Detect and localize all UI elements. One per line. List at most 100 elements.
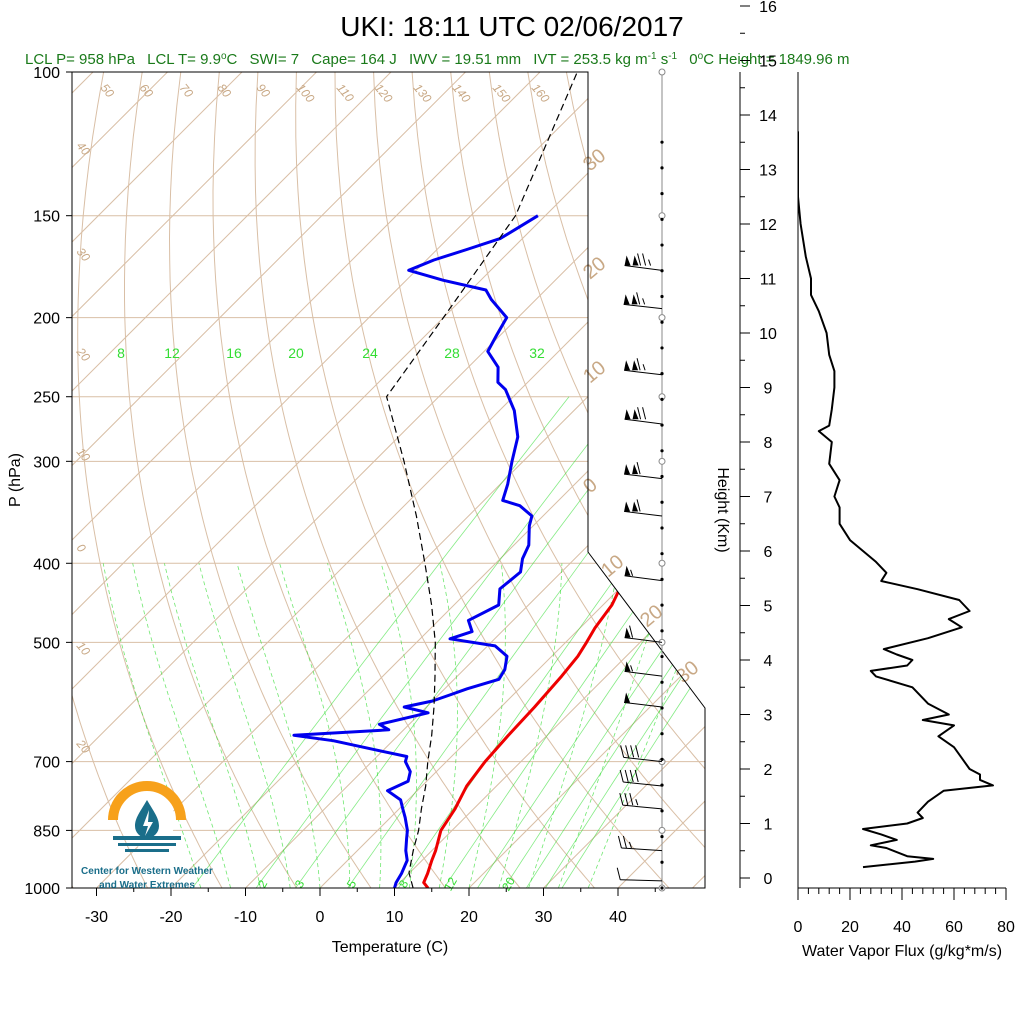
dry-adiabat-line (913, 72, 1024, 905)
pressure-tick-label: 850 (33, 823, 60, 840)
logo-wave-3 (125, 849, 169, 852)
wind-barb-full (630, 745, 635, 758)
dry-adiabat-line (952, 72, 1024, 905)
wind-barb-flag (624, 255, 631, 266)
wind-barb-flag (624, 360, 631, 371)
height-tick-label: 2 (764, 762, 773, 779)
dry-adiabat-line (681, 72, 705, 888)
iwv-value: IWV = 19.51 mm (409, 51, 521, 68)
mixing-ratio-label: 24 (362, 345, 378, 361)
isotherm-line (767, 72, 1024, 888)
theta-label: 30 (672, 657, 703, 688)
dry-adiabat-line (643, 72, 705, 888)
barb-station-dot (660, 526, 664, 530)
pressure-tick-label: 500 (33, 635, 60, 652)
wind-barb (624, 461, 663, 480)
barb-station-dot (660, 552, 664, 556)
wind-barb-staff (623, 756, 663, 763)
barb-station-dot (660, 294, 664, 299)
logo-wave-2 (118, 843, 176, 846)
isotherm-line (543, 72, 705, 888)
wind-barb-full (636, 358, 641, 371)
wind-barb-flag (632, 360, 639, 371)
wind-barb-flag (632, 464, 639, 475)
height-tick-label: 8 (764, 435, 773, 452)
wind-barb-full (636, 461, 641, 475)
temperature-axis-label: Temperature (C) (332, 939, 448, 956)
dry-adiabat-line (527, 72, 705, 888)
dewpoint-line (292, 214, 539, 888)
flux-axis: 0 20 40 60 80 (794, 72, 1015, 936)
wind-barb-full (629, 793, 634, 806)
wind-barb-half (648, 259, 652, 266)
wind-barb (623, 292, 663, 310)
wind-barb-flag (624, 409, 631, 420)
height-tick-label: 16 (759, 0, 777, 16)
height-tick-label: 5 (764, 599, 773, 616)
pressure-tick-label: 100 (33, 65, 60, 82)
wind-barb-staff (624, 670, 663, 677)
theta-label: 0 (579, 474, 602, 498)
mixing-ratio-label: 28 (444, 345, 460, 361)
wind-barb-full (625, 745, 630, 758)
barb-station-dot (660, 834, 664, 839)
wind-barb-half (642, 298, 646, 305)
barb-station-dot (660, 192, 664, 196)
isotherm-line (72, 72, 690, 888)
wind-barb-half (635, 799, 639, 806)
wind-barb (624, 692, 663, 708)
isotherm-line (72, 72, 168, 888)
wind-barb-staff (624, 575, 663, 582)
cw3e-logo: Center for Western Weather and Water Ext… (81, 781, 213, 891)
barb-station-dot (660, 732, 664, 736)
barb-station-dot (660, 449, 664, 453)
wind-barb-flag (623, 294, 630, 305)
wind-barb-flag (624, 501, 631, 512)
logo-wave-1 (113, 836, 181, 840)
dry-adiabat-lines (72, 72, 1024, 905)
flux-tick-label: 40 (893, 919, 911, 936)
ivt-value: IVT = 253.5 kg m (533, 51, 647, 68)
barb-station-dot (660, 320, 664, 324)
wind-barb-staff (623, 303, 663, 310)
wind-barb-full (636, 499, 641, 512)
temperature-tick-label: -30 (85, 909, 108, 926)
moist-adiabat-line (279, 563, 351, 888)
temperature-tick-label: 40 (609, 909, 627, 926)
pressure-axis: 100 150 200 250 300 400 500 700 850 1000 (24, 65, 72, 898)
barb-station-dot (660, 757, 664, 762)
barb-station-circle (658, 68, 666, 76)
flux-line (798, 131, 994, 869)
height-tick-label: 12 (759, 217, 777, 234)
flux-tick-label: 60 (945, 919, 963, 936)
wind-barb-staff (620, 879, 663, 882)
dry-adiabat-line (565, 72, 705, 888)
wind-barb-half (628, 841, 632, 849)
wind-barb (624, 565, 663, 582)
isotherm-line (692, 72, 705, 888)
moist-adiabat-line (558, 563, 671, 888)
moist-adiabat-line (164, 563, 261, 888)
wind-barb-staff (624, 510, 663, 517)
height-tick-label: 10 (759, 326, 777, 343)
wind-barb-flag (631, 294, 638, 305)
barb-station-dot (660, 474, 664, 479)
isotherm-line (72, 72, 466, 888)
wind-barb (617, 835, 663, 852)
mixing-ratio-line (526, 396, 705, 888)
dry-adiabat-line (604, 72, 705, 888)
wind-barb (619, 769, 663, 787)
theta-label: 10 (579, 357, 610, 388)
wind-barb-half (642, 364, 646, 371)
dry-adiabat-label: 20 (73, 344, 93, 364)
zero-height-value: C Height = 1849.96 m (703, 51, 849, 68)
dry-adiabat-labels: 50 60 70 80 90 100 110 120 130 140 150 160403020100… (73, 81, 552, 756)
skewt-frame (71, 71, 706, 889)
height-tick-label: 1 (764, 817, 773, 834)
lcl-pressure: LCL P= 958 hPa (25, 51, 136, 68)
isotherm-line (72, 72, 705, 888)
temperature-tick-label: 20 (460, 909, 478, 926)
barb-station-dot (660, 346, 664, 350)
